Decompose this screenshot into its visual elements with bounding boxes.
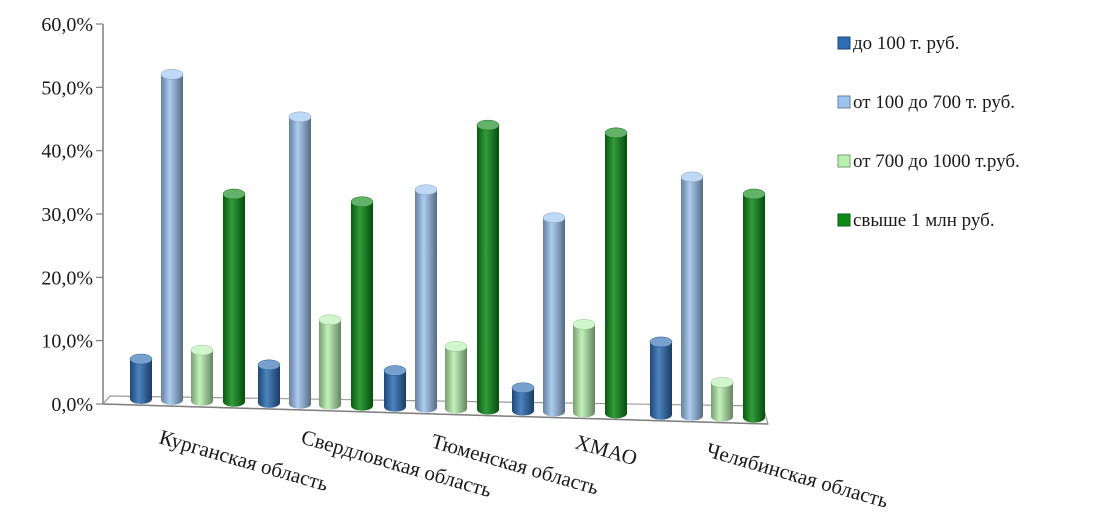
bar-body	[191, 350, 213, 406]
bar-body	[681, 176, 703, 421]
bar	[350, 196, 374, 411]
bar-top	[542, 212, 566, 223]
bar	[604, 127, 628, 419]
legend-swatch	[837, 154, 851, 168]
bar-top	[257, 359, 281, 371]
bar-top	[476, 119, 500, 131]
bar-top	[649, 336, 673, 348]
bar-body	[477, 125, 499, 415]
legend-label: от 100 до 700 т. руб.	[853, 92, 1015, 113]
bar-body	[543, 217, 565, 417]
bar	[288, 111, 312, 409]
bar-top	[160, 69, 184, 80]
y-tick-label: 20,0%	[41, 267, 93, 289]
y-tick-label: 60,0%	[41, 14, 93, 36]
legend-item: до 100 т. руб.	[837, 33, 959, 54]
legend-swatch	[837, 213, 851, 227]
bar	[222, 188, 246, 407]
bar	[444, 341, 468, 414]
bar-body	[650, 341, 672, 420]
legend: до 100 т. руб. от 100 до 700 т. руб. от 70…	[837, 33, 1020, 231]
bar-top	[222, 188, 246, 200]
bar	[318, 314, 342, 410]
bar-top	[129, 353, 153, 365]
legend-label: до 100 т. руб.	[853, 33, 959, 54]
y-tick-label: 50,0%	[41, 77, 93, 99]
bar-body	[415, 189, 437, 413]
bar-body	[319, 319, 341, 410]
legend-item: от 700 до 1000 т.руб.	[837, 151, 1020, 172]
bar-body	[223, 194, 245, 407]
bar	[511, 382, 535, 416]
x-axis-line	[102, 403, 769, 425]
bar-body	[711, 382, 733, 422]
bars	[129, 69, 766, 423]
bar-top	[742, 188, 766, 200]
bar-body	[258, 364, 280, 408]
legend-item: от 100 до 700 т. руб.	[837, 92, 1015, 113]
bar	[680, 171, 704, 421]
bar-body	[743, 194, 765, 423]
y-tick-label: 10,0%	[41, 331, 93, 353]
bar-body	[289, 116, 311, 409]
bar-top	[190, 344, 214, 356]
bar-top	[414, 184, 438, 195]
bar-top	[288, 111, 312, 123]
bar-body	[384, 370, 406, 412]
bar-top	[383, 365, 407, 376]
bar	[649, 336, 673, 420]
bar-body	[161, 74, 183, 405]
bar	[160, 69, 184, 405]
bar	[129, 353, 153, 404]
x-category-label: ХМАО	[573, 430, 640, 470]
x-category-label: Челябинская область	[704, 438, 892, 513]
legend-item: свыше 1 млн руб.	[837, 210, 995, 231]
bar	[710, 377, 734, 422]
y-axis-ticks: 0,0% 10,0% 20,0% 30,0% 40,0% 50,0% 60,0%	[41, 14, 103, 416]
bar	[542, 212, 566, 417]
legend-swatch	[837, 36, 851, 50]
bar	[476, 119, 500, 415]
bar-top	[604, 127, 628, 139]
y-tick-label: 0,0%	[51, 394, 93, 416]
bar	[257, 359, 281, 408]
bar-body	[573, 324, 595, 418]
bar	[383, 365, 407, 412]
bar-body	[130, 359, 152, 404]
bar	[742, 188, 766, 423]
bar-top	[350, 196, 374, 207]
bar-body	[445, 346, 467, 414]
bar-top	[511, 382, 535, 394]
bar-top	[572, 319, 596, 330]
bar-body	[605, 132, 627, 419]
bar	[572, 319, 596, 418]
y-tick-label: 40,0%	[41, 141, 93, 163]
legend-label: свыше 1 млн руб.	[853, 210, 995, 231]
y-tick-label: 30,0%	[41, 204, 93, 226]
bar	[190, 344, 214, 406]
bar	[414, 184, 438, 413]
bar-body	[512, 387, 534, 416]
bar-body	[351, 201, 373, 411]
bar-top	[444, 341, 468, 352]
bar-top	[710, 377, 734, 388]
legend-label: от 700 до 1000 т.руб.	[853, 151, 1020, 172]
legend-swatch	[837, 95, 851, 109]
bar-top	[680, 171, 704, 183]
bar-top	[318, 314, 342, 326]
